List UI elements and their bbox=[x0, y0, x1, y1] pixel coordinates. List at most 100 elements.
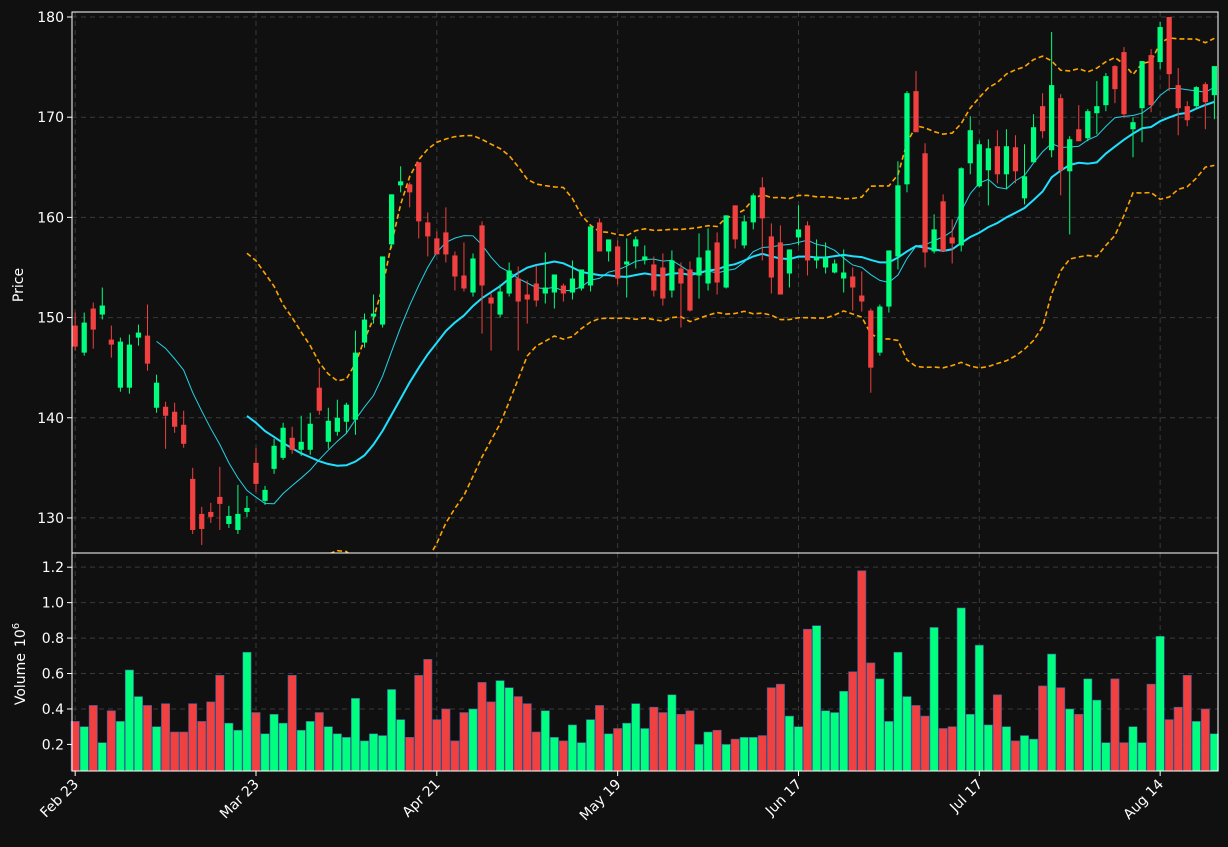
volume-bar bbox=[441, 708, 451, 772]
volume-bar bbox=[260, 733, 270, 772]
volume-bar bbox=[875, 678, 885, 772]
candle-body bbox=[479, 225, 485, 286]
candle-body bbox=[1112, 66, 1118, 90]
volume-bar bbox=[106, 710, 116, 772]
volume-bar bbox=[830, 712, 840, 772]
volume-bar bbox=[88, 705, 98, 772]
volume-bar bbox=[504, 687, 514, 772]
volume-axis-label-power: 6 bbox=[11, 623, 22, 629]
volume-bar bbox=[974, 644, 984, 772]
candle-body bbox=[949, 237, 955, 244]
volume-bar bbox=[414, 674, 424, 772]
candle-body bbox=[144, 335, 151, 364]
candle-body bbox=[470, 258, 476, 293]
volume-bar bbox=[1038, 685, 1048, 772]
volume-bar bbox=[206, 701, 216, 772]
candle-body bbox=[370, 313, 377, 317]
volume-bar bbox=[839, 690, 849, 772]
candle-body bbox=[605, 239, 612, 252]
candle-body bbox=[741, 221, 747, 246]
candle-body bbox=[768, 236, 774, 278]
candle-body bbox=[1193, 87, 1199, 107]
volume-bar bbox=[658, 712, 668, 772]
volume-bar bbox=[721, 744, 731, 772]
candle-body bbox=[931, 229, 937, 252]
volume-bar bbox=[812, 625, 822, 772]
candle-body bbox=[1067, 139, 1073, 172]
volume-bar bbox=[784, 715, 794, 772]
volume-bar bbox=[495, 680, 505, 772]
volume-bar bbox=[622, 722, 632, 772]
candle-body bbox=[651, 264, 657, 291]
candle-body bbox=[976, 144, 982, 187]
volume-bar bbox=[1209, 733, 1219, 772]
candle-body bbox=[1130, 122, 1136, 130]
candle-body bbox=[352, 352, 359, 420]
candle-body bbox=[1049, 85, 1055, 151]
candle-body bbox=[913, 91, 919, 133]
candle-body bbox=[181, 424, 187, 444]
volume-bar bbox=[269, 713, 279, 772]
volume-bar bbox=[631, 703, 641, 772]
volume-bar bbox=[115, 721, 125, 772]
volume-bar bbox=[595, 705, 605, 772]
candle-body bbox=[72, 325, 78, 347]
volume-bar bbox=[748, 737, 758, 772]
candle-body bbox=[398, 181, 404, 186]
candle-body bbox=[1166, 17, 1172, 75]
volume-bar bbox=[1101, 742, 1111, 772]
volume-bar bbox=[1110, 678, 1120, 772]
volume-axis-label-text: Volume bbox=[13, 653, 29, 705]
volume-bar bbox=[1200, 708, 1210, 772]
candle-body bbox=[388, 194, 395, 245]
candle-body bbox=[434, 238, 440, 255]
volume-bar bbox=[1137, 742, 1147, 772]
volume-bar bbox=[314, 712, 324, 772]
volume-ytick-label: 1.0 bbox=[42, 596, 64, 612]
volume-bar bbox=[1164, 719, 1174, 772]
candle-body bbox=[298, 441, 304, 450]
price-ytick-label: 140 bbox=[37, 411, 64, 427]
volume-ytick-label: 0.8 bbox=[42, 631, 64, 647]
volume-bar bbox=[215, 674, 225, 772]
volume-bar bbox=[857, 570, 867, 772]
volume-bar bbox=[956, 607, 966, 772]
volume-bar bbox=[233, 729, 243, 772]
price-ytick-label: 170 bbox=[37, 110, 64, 126]
volume-bar bbox=[1001, 726, 1011, 772]
candle-body bbox=[533, 283, 539, 301]
volume-bar bbox=[486, 701, 496, 772]
price-ytick-label: 160 bbox=[37, 210, 64, 226]
candle-body bbox=[777, 242, 784, 295]
price-axis-label: Price bbox=[11, 268, 27, 302]
bollinger-bands bbox=[246, 37, 1215, 553]
volume-bar bbox=[1119, 742, 1129, 772]
volume-bar bbox=[423, 659, 433, 772]
volume-bar bbox=[468, 708, 478, 772]
candle-body bbox=[841, 272, 847, 279]
candle-body bbox=[90, 308, 96, 330]
volume-bar bbox=[197, 721, 207, 772]
candle-body bbox=[524, 294, 530, 300]
candle-body bbox=[235, 513, 241, 530]
volume-bar bbox=[902, 696, 912, 772]
volume-bar bbox=[522, 703, 532, 772]
volume-bar bbox=[341, 737, 351, 772]
candle-body bbox=[1058, 98, 1064, 171]
volume-bar bbox=[332, 733, 342, 772]
volume-bar bbox=[170, 731, 180, 772]
candle-body bbox=[895, 185, 901, 257]
volume-bar bbox=[685, 710, 695, 772]
candle-body bbox=[822, 257, 829, 268]
ma-slow-line bbox=[246, 100, 1215, 467]
lower-band bbox=[328, 164, 1215, 553]
candle-body bbox=[1202, 84, 1208, 103]
candle-body bbox=[1211, 66, 1218, 96]
candle-body bbox=[886, 250, 892, 307]
volume-bar bbox=[983, 724, 993, 772]
price-ytick-label: 180 bbox=[37, 10, 64, 26]
candles bbox=[72, 17, 1218, 545]
